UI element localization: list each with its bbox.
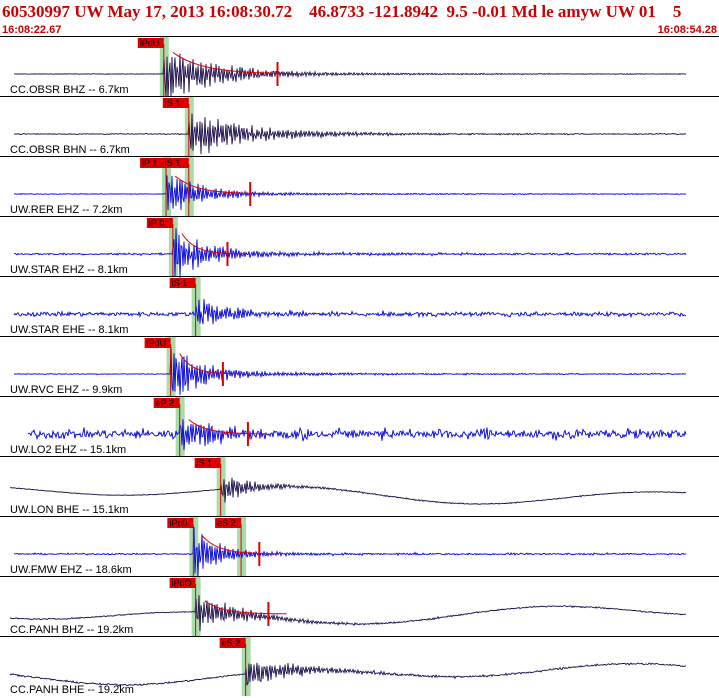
pick-label-box [162,158,189,168]
window-end-time: 16:08:54.28 [657,24,717,36]
trace-label: UW.LON BHE -- 15.1km [10,504,129,516]
trace-label: UW.LO2 EHZ -- 15.1km [10,444,126,456]
pick-label: iPdO [172,578,192,588]
coda-fit-curve [181,233,246,255]
waveform [9,595,687,632]
waveform [14,347,687,396]
trace-row: iS 1 UW.STAR EHE -- 8.1km [0,276,719,336]
waveform [13,526,687,577]
trace-row: iPdU UW.RVC EHZ -- 9.9km [0,336,719,396]
pick-label: iPd0 [169,518,187,528]
waveform [9,662,687,687]
trace-row: eS 2 CC.PANH BHE -- 19.2km [0,636,719,696]
coda-fit-curve [172,51,297,75]
trace-row: iPdU CC.OBSR BHZ -- 6.7km [0,36,719,97]
pick-label: iP 1 [142,158,157,168]
trace-label: UW.STAR EHZ -- 8.1km [10,264,128,276]
coda-fit-curve [202,535,279,555]
coda-fit-curve [204,600,287,615]
pick-label: iP 0 [149,218,164,228]
waveform [9,477,687,505]
trace-label: CC.OBSR BHN -- 6.7km [10,144,130,156]
trace-row: iS 1 CC.OBSR BHN -- 6.7km [0,96,719,156]
event-title: 60530997 UW May 17, 2013 16:08:30.72 46.… [2,2,682,21]
pick-label: eS 2 [222,638,241,648]
waveform [27,419,687,451]
pick-label-box [140,158,167,168]
waveform [13,299,687,325]
waveform [14,113,687,155]
trace-label: CC.PANH BHZ -- 19.2km [10,624,133,636]
pick-label-box [153,398,180,408]
coda-fit-curve [174,175,270,195]
coda-fit-curve [179,353,242,375]
pick-label-box [219,638,246,648]
trace-row: iP 0 UW.STAR EHZ -- 8.1km [0,216,719,278]
trace-label: UW.RER EHZ -- 7.2km [10,204,122,216]
trace-row: iS 1 UW.LON BHE -- 15.1km [0,456,719,516]
event-header: 60530997 UW May 17, 2013 16:08:30.72 46.… [0,0,719,36]
pick-label-box [167,518,194,528]
coda-fit-curve [188,419,267,435]
pick-label-box [169,278,196,288]
trace-row: eP 2 UW.LO2 EHZ -- 15.1km [0,396,719,456]
trace-label: CC.OBSR BHZ -- 6.7km [10,84,129,96]
waveform [13,175,686,211]
pick-label: iPdU [140,38,160,48]
trace-label: UW.STAR EHE -- 8.1km [10,324,128,336]
pick-label-box [162,98,189,108]
pick-label-box [215,518,242,528]
pick-label: iS 1 [165,158,181,168]
trace-row: iP 1 iS 1 UW.RER EHZ -- 7.2km [0,156,719,216]
pick-label: iPdU [147,338,167,348]
trace-label: UW.FMW EHZ -- 18.6km [10,564,132,576]
trace-row: iPdO CC.PANH BHZ -- 19.2km [0,576,719,636]
seismogram-panel[interactable]: iPdU CC.OBSR BHZ -- 6.7km iS 1 CC.OBSR BHN … [0,36,719,698]
pick-label: eS 2 [217,518,236,528]
pick-label-box [144,338,171,348]
trace-label: UW.RVC EHZ -- 9.9km [10,384,122,396]
waveform [14,53,687,97]
pick-label-box [194,458,221,468]
pick-label-box [137,38,164,48]
window-start-time: 16:08:22.67 [2,24,62,36]
trace-label: CC.PANH BHE -- 19.2km [10,684,134,696]
waveform [13,228,687,278]
pick-label: iS 1 [172,278,188,288]
pick-label: iS 1 [165,98,181,108]
trace-row: iPd0 eS 2 UW.FMW EHZ -- 18.6km [0,516,719,577]
pick-label-box [169,578,196,588]
pick-label-box [146,218,173,228]
pick-label: eP 2 [156,398,174,408]
pick-label: iS 1 [197,458,213,468]
